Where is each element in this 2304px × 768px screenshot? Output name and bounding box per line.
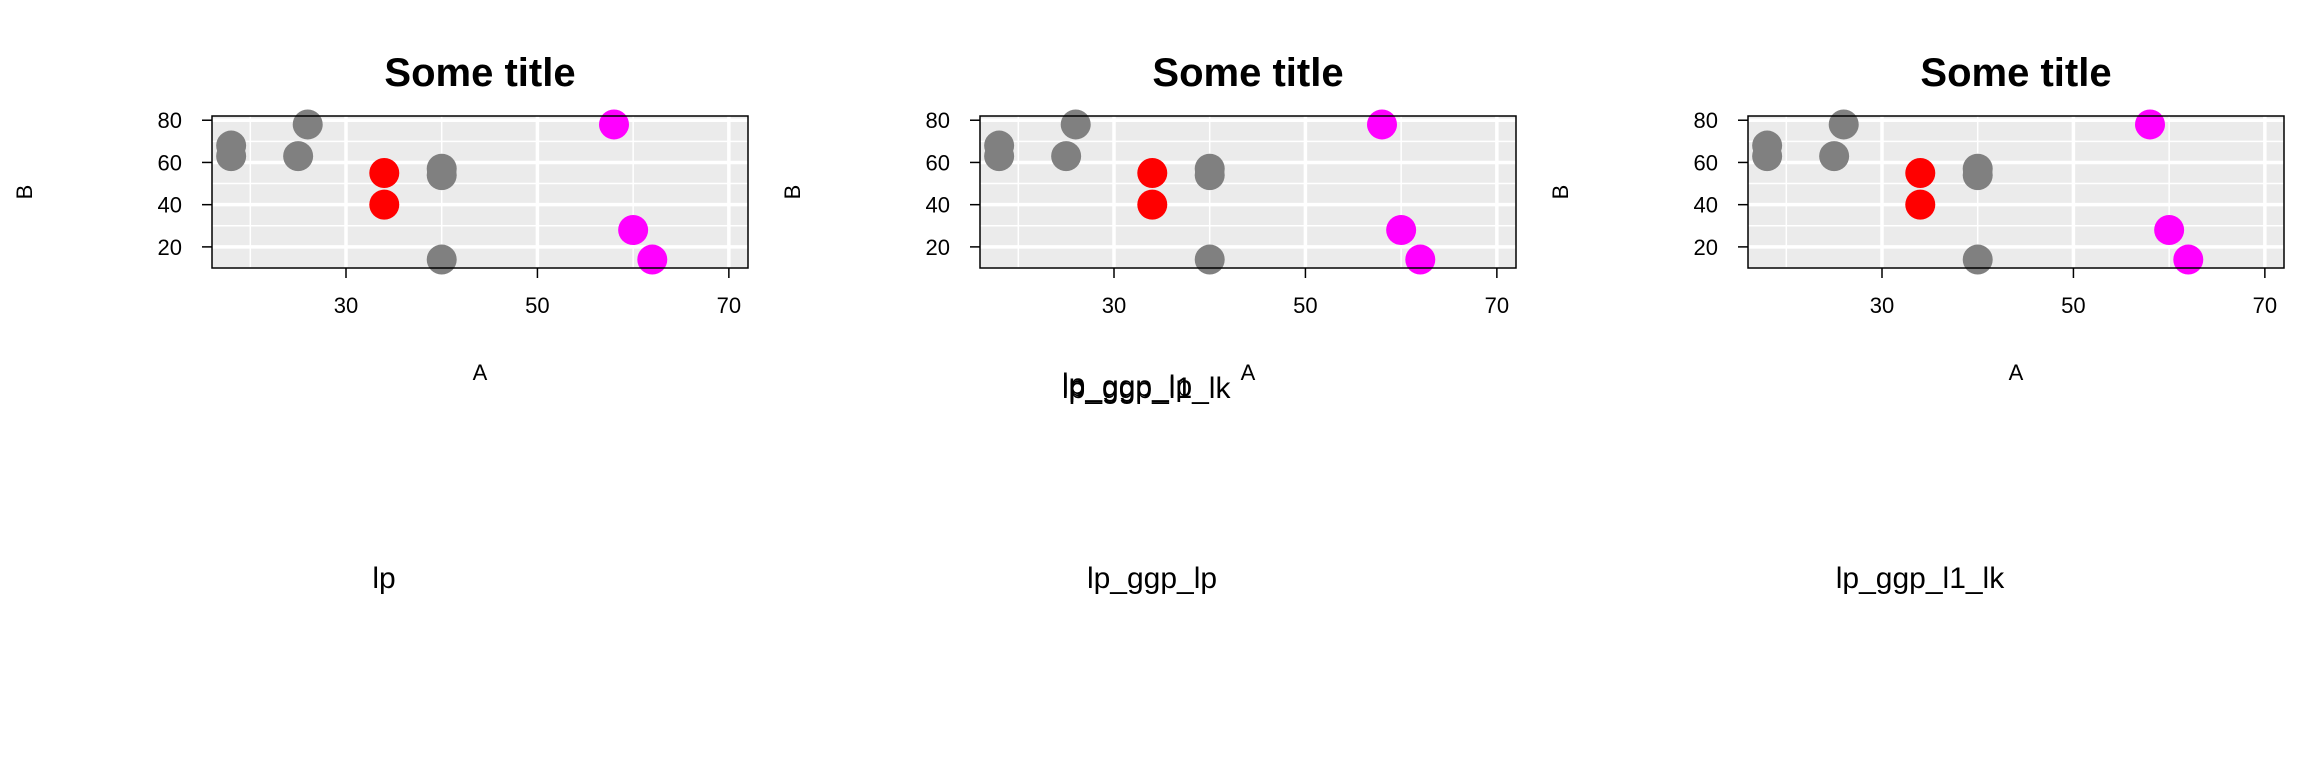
plot-frame: [1747, 115, 2285, 269]
y-tick-label: 20: [158, 235, 182, 260]
data-point: [1367, 109, 1397, 140]
data-point: [1962, 244, 1993, 275]
y-tick-label: 80: [926, 108, 950, 133]
data-point: [283, 141, 314, 172]
data-point: [1137, 158, 1168, 188]
x-tick-label: 30: [1870, 293, 1894, 318]
y-tick-label: 40: [158, 193, 182, 218]
data-point: [599, 109, 629, 140]
x-tick-label: 30: [1102, 293, 1126, 318]
data-point: [426, 160, 457, 191]
data-point: [1405, 244, 1436, 275]
data-point: [618, 215, 649, 245]
x-axis-label: A: [2009, 360, 2024, 385]
data-point: [984, 141, 1015, 172]
data-point: [1905, 189, 1936, 220]
chart-title: Some title: [384, 51, 575, 95]
y-tick-label: 40: [1694, 193, 1718, 218]
data-point: [1828, 109, 1859, 140]
overlapping-label: lp: [1062, 368, 1085, 401]
chart-title: Some title: [1152, 51, 1343, 95]
panel-caption: lp_ggp_l1_lk: [1836, 562, 2005, 595]
x-axis-label: A: [1241, 360, 1256, 385]
data-point: [369, 158, 400, 188]
chart-panel-1: 30 50 70 20 40 60 80 Some title A Blp: [12, 51, 749, 595]
y-tick-label: 40: [926, 193, 950, 218]
x-tick-label: 70: [1485, 293, 1509, 318]
panel-caption: lp: [372, 562, 395, 595]
data-point: [369, 189, 400, 220]
x-tick-label: 50: [525, 293, 549, 318]
x-tick-label: 50: [1293, 293, 1317, 318]
data-point: [1194, 160, 1225, 191]
y-tick-label: 20: [926, 235, 950, 260]
data-point: [1051, 141, 1082, 172]
data-point: [2173, 244, 2204, 275]
overlapping-label: lp_ggp_l1_lk: [1062, 372, 1231, 405]
data-point: [1194, 244, 1225, 275]
x-tick-label: 70: [2253, 293, 2277, 318]
x-tick-label: 50: [2061, 293, 2085, 318]
y-tick-label: 20: [1694, 235, 1718, 260]
y-tick-label: 60: [158, 150, 182, 175]
panel-caption: lp_ggp_lp: [1087, 562, 1217, 595]
chart-panel-2: 30 50 70 20 40 60 80 Some title A Blp_ggp_lp: [780, 51, 1517, 595]
x-tick-label: 70: [717, 293, 741, 318]
y-tick-label: 80: [1694, 108, 1718, 133]
data-point: [216, 141, 247, 172]
overlapping-label: lp_ggp_lp: [1062, 370, 1192, 403]
data-point: [292, 109, 323, 140]
data-point: [1905, 158, 1936, 188]
data-point: [1137, 189, 1168, 220]
x-tick-label: 30: [334, 293, 358, 318]
data-point: [1060, 109, 1091, 140]
plot-frame: [979, 115, 1517, 269]
y-axis-label: B: [1548, 185, 1573, 200]
chart-panel-3: 30 50 70 20 40 60 80 Some title A Blp_ggp_l1_lk: [1548, 51, 2285, 595]
plot-frame: [211, 115, 749, 269]
x-axis-label: A: [473, 360, 488, 385]
data-point: [2154, 215, 2185, 245]
data-point: [1752, 141, 1783, 172]
y-tick-label: 60: [1694, 150, 1718, 175]
chart-title: Some title: [1920, 51, 2111, 95]
data-point: [1386, 215, 1417, 245]
data-point: [637, 244, 668, 275]
y-axis-label: B: [780, 185, 805, 200]
y-axis-label: B: [12, 185, 37, 200]
data-point: [1819, 141, 1850, 172]
y-tick-label: 60: [926, 150, 950, 175]
data-point: [1962, 160, 1993, 191]
data-point: [426, 244, 457, 275]
data-point: [2135, 109, 2165, 140]
y-tick-label: 80: [158, 108, 182, 133]
